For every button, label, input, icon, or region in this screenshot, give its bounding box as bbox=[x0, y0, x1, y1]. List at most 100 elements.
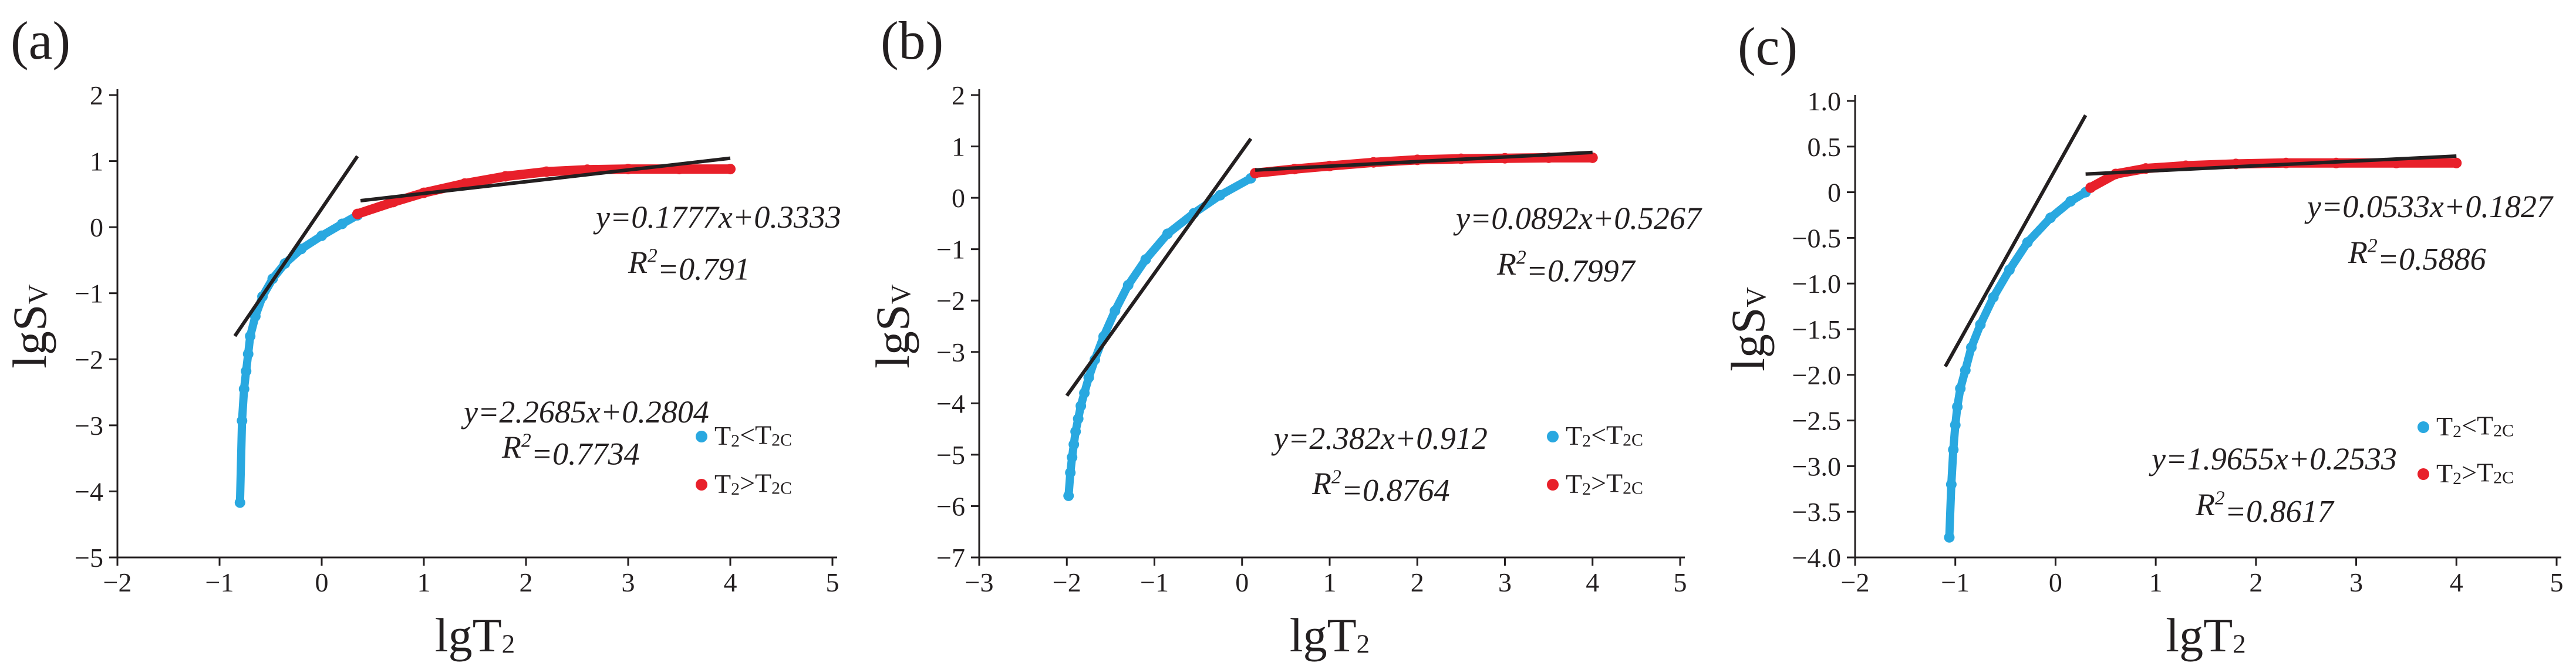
y-tick-label: −3.0 bbox=[1792, 451, 1841, 481]
y-tick-label: −1 bbox=[936, 235, 965, 265]
x-tick-label: 1 bbox=[417, 567, 431, 597]
x-tick-label: 0 bbox=[1235, 567, 1249, 597]
y-tick-label: −2 bbox=[75, 344, 103, 374]
x-tick-label: 2 bbox=[2249, 567, 2263, 597]
y-tick-label: −4 bbox=[936, 388, 965, 418]
x-tick-label: 5 bbox=[826, 567, 839, 597]
y-tick-label: −1.0 bbox=[1792, 269, 1841, 299]
y-tick-label: −3.5 bbox=[1792, 497, 1841, 527]
x-tick-label: 4 bbox=[724, 567, 737, 597]
y-tick-label: −5 bbox=[75, 543, 103, 573]
series-band bbox=[235, 211, 362, 507]
panel-3: (c) −2 −1 0 1 2 3 4 5 −4.0 −3.5 −3.0 −2.5 −2.0 −1.5 −1.… bbox=[1721, 16, 2564, 662]
fit-r-squared: R2=0.8764 bbox=[1311, 466, 1450, 508]
fit-line bbox=[1944, 114, 2088, 368]
fit-equation: y=1.9655x+0.2533 bbox=[2149, 441, 2397, 476]
y-axis-title: lgSV bbox=[866, 284, 919, 369]
legend-marker bbox=[696, 479, 707, 491]
series-band bbox=[1064, 174, 1255, 500]
y-tick-label: −6 bbox=[936, 491, 965, 521]
x-tick-label: 5 bbox=[1674, 567, 1687, 597]
y-tick-label: 1 bbox=[952, 132, 965, 162]
fit-equation: y=0.0533x+0.1827 bbox=[2304, 189, 2554, 224]
legend-marker bbox=[2417, 468, 2429, 480]
x-tick-label: 4 bbox=[2450, 567, 2463, 597]
x-axis-title: lgT2 bbox=[1290, 608, 1370, 662]
x-tick-label: 3 bbox=[1498, 567, 1512, 597]
series-below-t2c bbox=[1063, 173, 1256, 501]
legend-label: T2<T2C bbox=[714, 420, 792, 451]
fit-r-squared: R2=0.5886 bbox=[2348, 235, 2486, 276]
fit-equation: y=0.0892x+0.5267 bbox=[1453, 201, 1702, 236]
y-tick-label: −2.0 bbox=[1792, 360, 1841, 390]
y-tick-label: 0 bbox=[1828, 178, 1841, 208]
fit-equation: y=0.1777x+0.3333 bbox=[593, 200, 841, 235]
x-tick-label: 5 bbox=[2550, 567, 2564, 597]
series-band bbox=[352, 164, 735, 219]
fit-line bbox=[360, 156, 731, 203]
panel-2: (b) −3 −2 −1 0 1 2 3 4 5 −7 −6 −5 −4 −3 −2 −1 0 1 2 lgT2 lgSV… bbox=[866, 11, 1702, 662]
y-tick-label: −0.5 bbox=[1792, 223, 1841, 253]
y-tick-label: 2 bbox=[90, 80, 103, 110]
y-axis-title: lgSV bbox=[3, 284, 56, 369]
fit-r-squared: R2=0.8617 bbox=[2195, 487, 2335, 529]
x-axis-title: lgT2 bbox=[2166, 608, 2245, 662]
y-tick-label: −2.5 bbox=[1792, 406, 1841, 436]
y-tick-label: −3 bbox=[936, 337, 965, 367]
x-axis-title: lgT2 bbox=[435, 608, 515, 662]
y-axis-title: lgSV bbox=[1721, 287, 1775, 371]
y-tick-label: 1 bbox=[90, 147, 103, 177]
y-tick-label: 0.5 bbox=[1808, 132, 1842, 162]
y-tick-label: −3 bbox=[75, 411, 103, 441]
y-tick-label: −4 bbox=[75, 476, 103, 506]
x-tick-label: −2 bbox=[103, 567, 132, 597]
y-tick-label: −1 bbox=[75, 279, 103, 309]
legend-marker bbox=[2417, 421, 2429, 433]
panel-1: (a)−2 −1 0 1 2 3 4 5−5−4−3−2−1012lgT2lgSVy=2.26… bbox=[3, 11, 841, 662]
y-tick-label: 0 bbox=[90, 212, 103, 242]
fit-equation: y=2.2685x+0.2804 bbox=[461, 394, 709, 430]
fit-line bbox=[2085, 154, 2457, 176]
x-tick-label: −3 bbox=[965, 567, 994, 597]
x-tick-label: −1 bbox=[205, 567, 234, 597]
x-tick-label: −1 bbox=[1140, 567, 1169, 597]
series-below-t2c bbox=[1944, 187, 2091, 543]
y-tick-label: 1.0 bbox=[1808, 86, 1842, 116]
x-tick-label: 0 bbox=[315, 567, 329, 597]
panel-label: (a) bbox=[11, 11, 70, 70]
panel-label: (c) bbox=[1738, 16, 1798, 76]
x-tick-label: −2 bbox=[1841, 567, 1870, 597]
fit-r-squared: R2=0.791 bbox=[628, 245, 750, 286]
x-tick-label: 3 bbox=[2349, 567, 2363, 597]
legend-label: T2<T2C bbox=[2436, 410, 2514, 441]
legend-marker bbox=[1547, 431, 1559, 442]
legend-label: T2>T2C bbox=[1566, 468, 1643, 499]
fit-r-squared: R2=0.7997 bbox=[1496, 246, 1636, 288]
x-tick-label: −2 bbox=[1053, 567, 1081, 597]
legend-label: T2>T2C bbox=[714, 468, 792, 499]
legend-marker bbox=[696, 431, 707, 442]
x-tick-label: 0 bbox=[2049, 567, 2062, 597]
series-above-t2c bbox=[2085, 157, 2462, 193]
y-tick-label: −4.0 bbox=[1792, 543, 1841, 573]
legend-marker bbox=[1547, 479, 1559, 491]
y-tick-label: 0 bbox=[952, 183, 965, 213]
x-tick-label: 4 bbox=[1586, 567, 1599, 597]
x-tick-label: 2 bbox=[520, 567, 533, 597]
fit-equation: y=2.382x+0.912 bbox=[1271, 421, 1488, 456]
y-tick-label: −1.5 bbox=[1792, 315, 1841, 344]
x-tick-label: 3 bbox=[622, 567, 635, 597]
y-tick-label: 2 bbox=[952, 80, 965, 110]
series-below-t2c bbox=[234, 209, 363, 508]
x-tick-label: 2 bbox=[1411, 567, 1424, 597]
fit-line bbox=[233, 155, 359, 337]
x-tick-label: 1 bbox=[2149, 567, 2163, 597]
series-band bbox=[1945, 188, 2090, 542]
fit-r-squared: R2=0.7734 bbox=[501, 430, 640, 471]
legend-label: T2<T2C bbox=[1566, 420, 1643, 451]
y-tick-label: −5 bbox=[936, 440, 965, 470]
fit-line bbox=[1255, 150, 1593, 172]
fit-line bbox=[1065, 137, 1253, 397]
y-tick-label: −7 bbox=[936, 543, 965, 573]
